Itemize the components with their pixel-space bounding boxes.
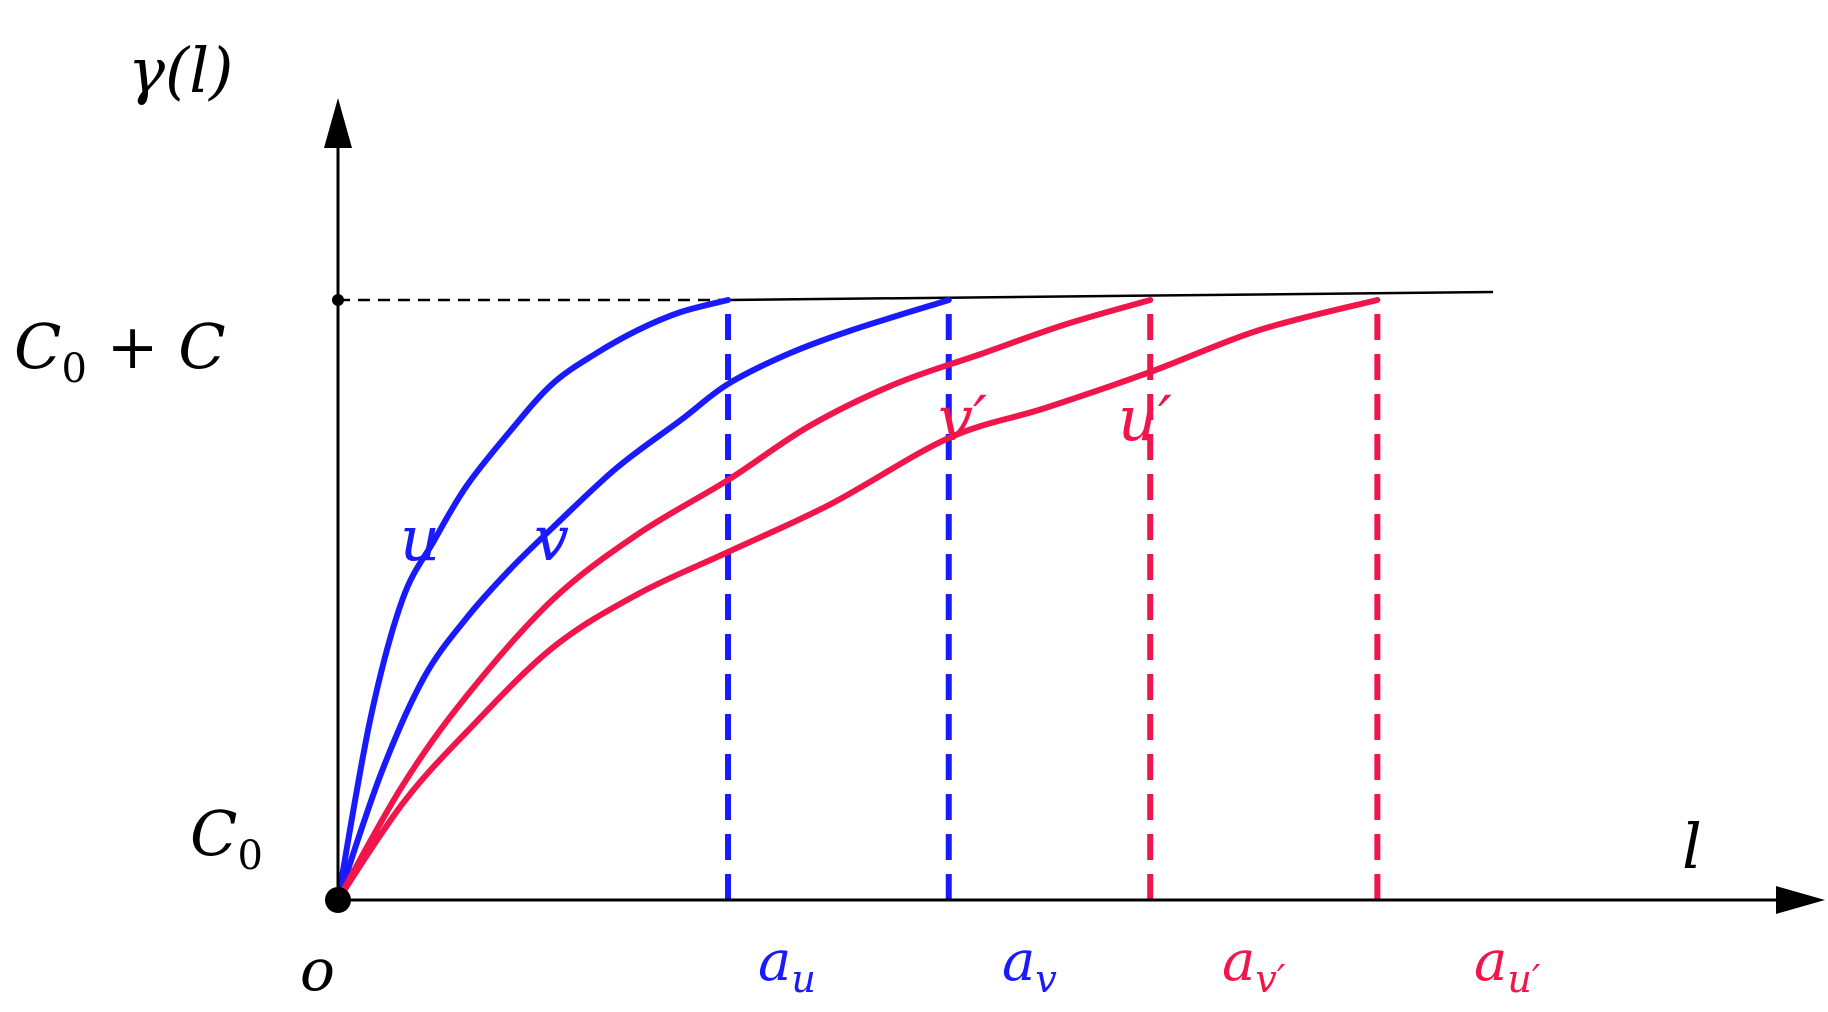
sill-solid-line bbox=[728, 290, 1494, 302]
x-marker-label-av: av bbox=[1002, 929, 1057, 1001]
series-label-v: v bbox=[534, 502, 569, 575]
y-axis-label: γ(l) bbox=[128, 34, 233, 107]
y-tick-label-c0: C0 bbox=[190, 797, 263, 879]
series-label-u-prime: u′ bbox=[1118, 382, 1172, 455]
series-label-u: u bbox=[400, 502, 440, 575]
lines-layer bbox=[332, 290, 1494, 903]
x-marker-label-au-prime: au′ bbox=[1474, 929, 1541, 1001]
x-marker-label-av-prime: av′ bbox=[1222, 929, 1286, 1001]
origin-label: o bbox=[300, 936, 335, 1004]
x-axis-label: l bbox=[1682, 810, 1702, 883]
x-axis-arrow-icon bbox=[1776, 886, 1825, 914]
y-tick-label-c0-plus-c: C0 + C bbox=[14, 310, 226, 392]
series-line-1 bbox=[335, 297, 952, 903]
origin-point bbox=[325, 887, 351, 913]
y-axis-arrow-icon bbox=[324, 98, 352, 148]
series-line-3 bbox=[335, 297, 1381, 903]
series-line-2 bbox=[335, 297, 1154, 903]
series-line-0 bbox=[335, 297, 732, 903]
x-marker-label-au: au bbox=[758, 929, 816, 1001]
series-label-v-prime: v′ bbox=[938, 382, 987, 455]
